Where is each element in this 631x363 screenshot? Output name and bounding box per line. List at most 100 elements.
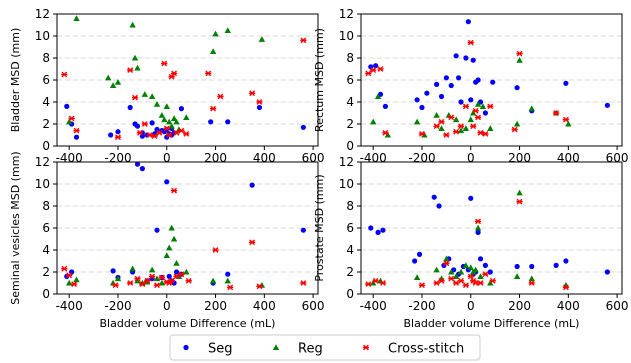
data-point-cross-stitch [433,280,440,286]
data-point-cross-stitch [453,280,460,286]
data-point-reg [433,266,440,273]
data-point-seg [529,263,535,270]
y-tick-label: 8 [346,51,354,65]
series-seg [64,161,306,286]
data-point-cross-stitch [141,121,148,127]
y-tick-label: 12 [35,155,50,169]
data-point-reg [131,54,139,61]
data-point-cross-stitch [249,239,256,246]
data-point-cross-stitch [131,94,139,101]
data-point-seg [434,81,440,87]
data-point-seg [166,273,172,279]
data-point-cross-stitch [249,90,256,97]
data-point-seg [375,229,381,235]
y-tick-label: 4 [346,95,354,109]
data-point-cross-stitch [212,247,219,253]
x-tick-label: -200 [104,299,131,313]
data-point-seg [164,179,170,185]
data-point-reg [183,268,190,275]
data-point-cross-stitch [163,125,170,132]
x-tick-label: 600 [606,299,629,313]
data-point-seg [414,97,420,103]
data-point-seg [73,134,80,140]
data-point-cross-stitch [372,277,379,284]
data-point-cross-stitch [462,282,470,289]
data-point-reg [73,15,80,21]
legend-box [169,334,481,361]
data-point-seg [482,110,489,116]
data-point-reg [114,275,122,282]
data-point-cross-stitch [448,275,455,282]
data-point-seg [64,103,70,109]
data-point-cross-stitch [134,275,141,282]
x-tick-label: 0 [163,299,171,313]
x-tick-label: -200 [408,151,435,165]
x-tick-label: 0 [467,299,475,313]
data-point-cross-stitch [443,132,450,138]
data-point-reg [452,273,460,279]
data-point-cross-stitch [516,198,523,205]
data-point-reg [161,116,168,123]
series-cross-stitch [61,37,307,141]
data-point-reg [173,118,180,125]
data-point-seg [475,77,481,83]
data-point-cross-stitch [178,271,185,278]
data-point-reg [163,103,170,109]
data-point-reg [513,120,521,127]
data-point-cross-stitch [562,116,570,123]
series-cross-stitch [61,187,307,291]
data-point-seg [256,104,263,111]
data-point-cross-stitch [516,50,523,57]
data-point-seg [412,258,418,264]
data-point-seg [477,256,484,262]
data-point-cross-stitch [462,103,470,110]
data-point-cross-stitch [256,283,263,290]
data-point-cross-stitch [487,103,494,110]
data-point-reg [472,266,479,273]
x-tick-label: -400 [360,151,387,165]
data-point-reg [474,101,482,107]
data-point-reg [477,273,484,279]
data-point-cross-stitch [70,281,78,287]
data-point-cross-stitch [300,37,307,44]
x-axis-label: Bladder volume Difference (mL) [404,317,580,330]
data-point-cross-stitch [553,110,560,116]
data-point-cross-stitch [300,280,307,286]
y-tick-label: 6 [42,73,50,87]
data-point-seg [453,53,459,59]
data-point-seg [127,104,133,111]
data-point-seg [368,225,374,231]
legend-label: Reg [298,342,323,357]
series-seg [368,194,610,277]
x-tick-label: -200 [104,151,131,165]
data-point-seg [463,55,469,61]
data-point-seg [482,262,489,268]
data-point-cross-stitch [453,128,460,135]
data-point-seg [514,263,520,270]
data-point-cross-stitch [377,66,384,72]
data-point-seg [110,268,116,274]
data-point-seg [225,271,231,277]
data-point-cross-stitch [136,129,144,136]
data-point-reg [166,244,173,251]
y-axis-label: Prostate MSD (mm) [313,174,326,281]
data-point-seg [553,262,559,268]
data-point-reg [516,189,523,196]
data-point-seg [419,104,425,111]
data-point-cross-stitch [489,277,496,284]
data-point-seg [300,227,306,233]
data-point-reg [528,275,535,282]
data-point-seg [490,79,496,85]
data-point-reg [134,277,141,284]
y-tick-label: 2 [346,265,354,279]
y-tick-label: 10 [35,177,50,191]
data-point-reg [168,123,175,129]
data-point-cross-stitch [153,282,161,289]
x-tick-label: 400 [557,151,580,165]
data-point-cross-stitch [149,273,156,280]
data-point-cross-stitch [61,265,68,272]
data-point-seg [563,258,569,264]
data-point-reg [141,91,149,97]
data-point-reg [129,21,136,28]
